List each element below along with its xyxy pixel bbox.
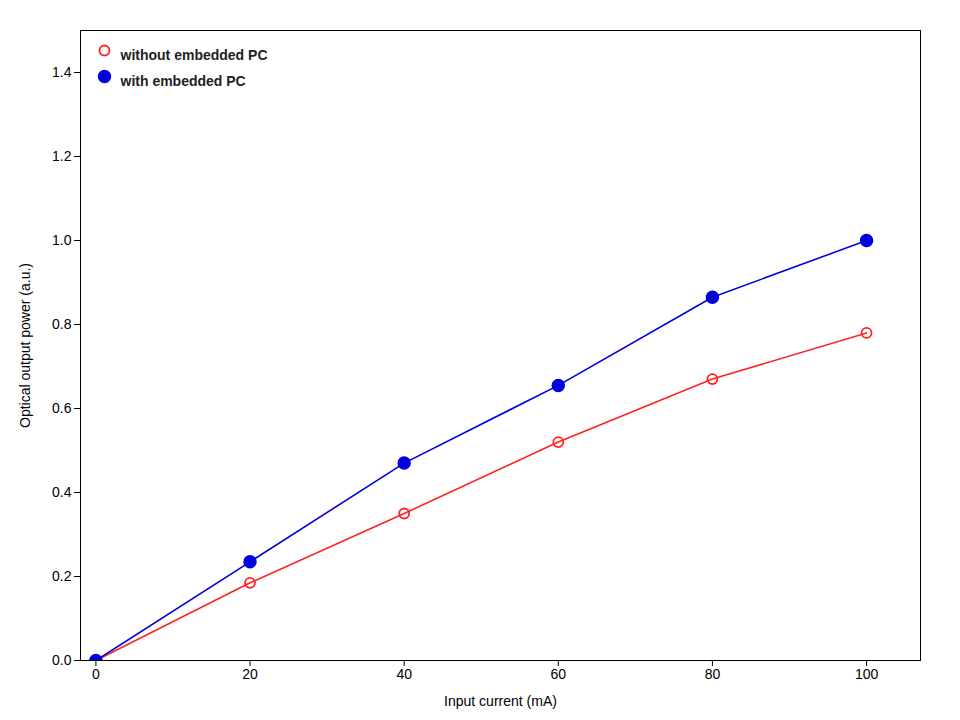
svg-text:1.4: 1.4: [52, 64, 72, 80]
svg-text:0.8: 0.8: [52, 316, 72, 332]
svg-text:0.4: 0.4: [52, 484, 72, 500]
svg-text:0.2: 0.2: [52, 568, 72, 584]
svg-text:Optical output power (a.u.): Optical output power (a.u.): [17, 263, 33, 428]
svg-text:1.2: 1.2: [52, 148, 72, 164]
svg-text:20: 20: [242, 666, 258, 682]
svg-text:0.6: 0.6: [52, 400, 72, 416]
svg-text:40: 40: [396, 666, 412, 682]
svg-text:100: 100: [855, 666, 879, 682]
svg-text:1.0: 1.0: [52, 232, 72, 248]
svg-text:0: 0: [92, 666, 100, 682]
svg-text:60: 60: [551, 666, 567, 682]
svg-text:0.0: 0.0: [52, 652, 72, 668]
svg-text:without embedded PC: without embedded PC: [120, 47, 268, 63]
svg-text:with embedded PC: with embedded PC: [120, 73, 246, 89]
svg-text:80: 80: [705, 666, 721, 682]
svg-text:Input current (mA): Input current (mA): [444, 693, 557, 709]
